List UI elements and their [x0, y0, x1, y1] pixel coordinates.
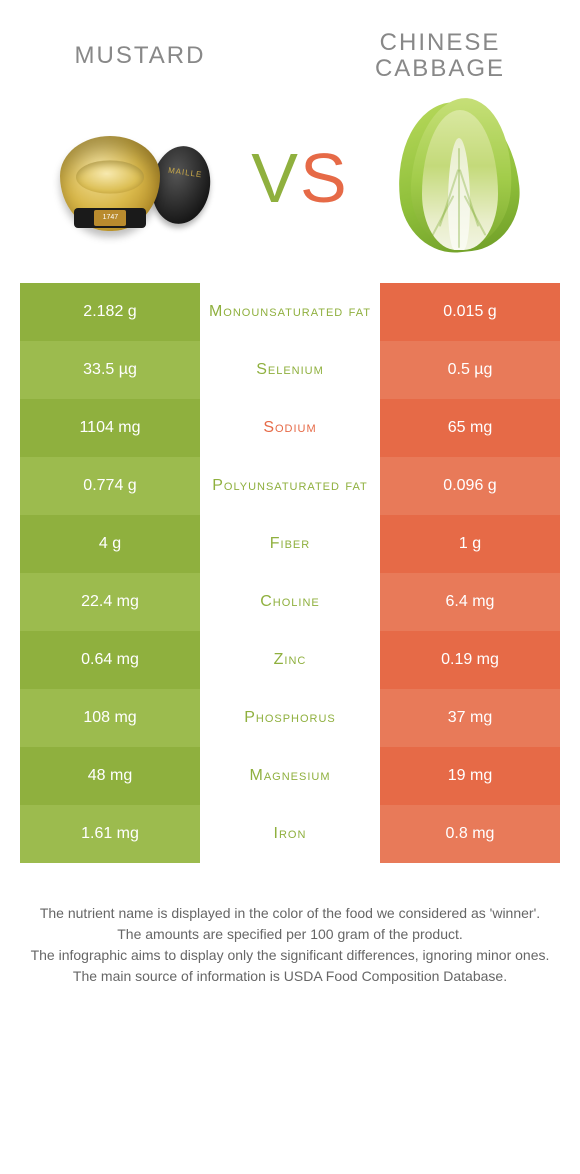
footer-line4: The main source of information is USDA F…: [30, 966, 550, 987]
nutrient-label: Zinc: [200, 631, 380, 689]
left-value: 22.4 mg: [20, 573, 200, 631]
right-value: 6.4 mg: [380, 573, 560, 631]
left-value: 33.5 µg: [20, 341, 200, 399]
table-row: 22.4 mgCholine6.4 mg: [20, 573, 560, 631]
nutrient-label: Monounsaturated fat: [200, 283, 380, 341]
right-value: 0.5 µg: [380, 341, 560, 399]
nutrient-label: Iron: [200, 805, 380, 863]
left-value: 108 mg: [20, 689, 200, 747]
right-value: 0.096 g: [380, 457, 560, 515]
left-value: 1.61 mg: [20, 805, 200, 863]
table-row: 2.182 gMonounsaturated fat0.015 g: [20, 283, 560, 341]
right-value: 0.015 g: [380, 283, 560, 341]
table-row: 108 mgPhosphorus37 mg: [20, 689, 560, 747]
table-row: 1104 mgSodium65 mg: [20, 399, 560, 457]
footer-notes: The nutrient name is displayed in the co…: [0, 863, 580, 987]
left-value: 2.182 g: [20, 283, 200, 341]
left-value: 48 mg: [20, 747, 200, 805]
right-value: 1 g: [380, 515, 560, 573]
left-value: 0.774 g: [20, 457, 200, 515]
nutrient-label: Fiber: [200, 515, 380, 573]
title-right: Chinese cabbage: [340, 30, 540, 83]
right-value: 37 mg: [380, 689, 560, 747]
table-row: 33.5 µgSelenium0.5 µg: [20, 341, 560, 399]
table-row: 1.61 mgIron0.8 mg: [20, 805, 560, 863]
right-value: 0.8 mg: [380, 805, 560, 863]
comparison-table: 2.182 gMonounsaturated fat0.015 g33.5 µg…: [20, 283, 560, 863]
header: Mustard Chinese cabbage: [0, 0, 580, 93]
footer-line2: The amounts are specified per 100 gram o…: [30, 924, 550, 945]
right-value: 0.19 mg: [380, 631, 560, 689]
title-right-line2: cabbage: [375, 55, 505, 82]
mustard-image: MAILLE 1747: [50, 108, 210, 248]
right-value: 19 mg: [380, 747, 560, 805]
jar-year-label: 1747: [94, 210, 126, 226]
images-row: MAILLE 1747 VS: [0, 93, 580, 283]
table-row: 4 gFiber1 g: [20, 515, 560, 573]
left-value: 0.64 mg: [20, 631, 200, 689]
vs-v: V: [251, 138, 300, 218]
left-value: 1104 mg: [20, 399, 200, 457]
footer-line3: The infographic aims to display only the…: [30, 945, 550, 966]
right-value: 65 mg: [380, 399, 560, 457]
nutrient-label: Phosphorus: [200, 689, 380, 747]
vs-s: S: [300, 138, 349, 218]
table-row: 48 mgMagnesium19 mg: [20, 747, 560, 805]
footer-line1: The nutrient name is displayed in the co…: [30, 903, 550, 924]
title-right-line1: Chinese: [380, 29, 501, 56]
nutrient-label: Polyunsaturated fat: [200, 457, 380, 515]
title-left: Mustard: [40, 42, 240, 70]
nutrient-label: Magnesium: [200, 747, 380, 805]
cabbage-image: [390, 98, 530, 258]
nutrient-label: Selenium: [200, 341, 380, 399]
nutrient-label: Choline: [200, 573, 380, 631]
table-row: 0.64 mgZinc0.19 mg: [20, 631, 560, 689]
left-value: 4 g: [20, 515, 200, 573]
vs-label: VS: [251, 138, 348, 218]
table-row: 0.774 gPolyunsaturated fat0.096 g: [20, 457, 560, 515]
nutrient-label: Sodium: [200, 399, 380, 457]
